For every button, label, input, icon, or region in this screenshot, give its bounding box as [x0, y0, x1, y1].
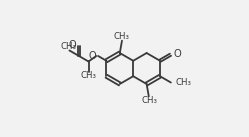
- Text: CH₃: CH₃: [175, 79, 191, 87]
- Text: CH₃: CH₃: [61, 42, 77, 51]
- Text: CH₃: CH₃: [81, 71, 97, 80]
- Text: O: O: [68, 40, 76, 50]
- Text: CH₃: CH₃: [114, 32, 130, 41]
- Text: CH₃: CH₃: [141, 96, 157, 105]
- Text: O: O: [174, 49, 182, 59]
- Text: O: O: [88, 51, 96, 61]
